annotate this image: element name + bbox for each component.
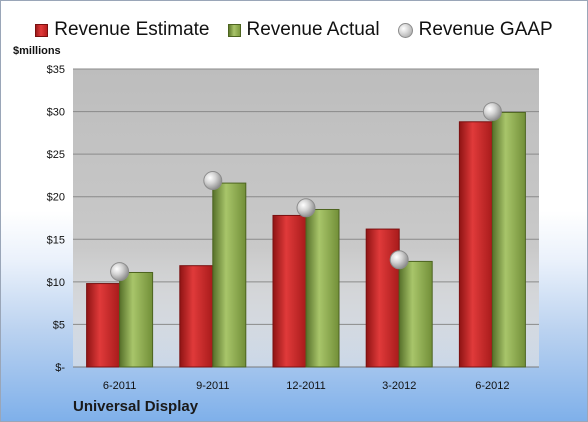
company-name: Universal Display <box>73 398 199 415</box>
legend-item-revenue-gaap: Revenue GAAP <box>397 19 553 41</box>
y-tick-label: $30 <box>47 107 65 119</box>
y-tick-label: $25 <box>47 149 65 161</box>
y-axis-units-label: $millions <box>13 45 61 57</box>
bar-revenue-actual <box>491 111 526 368</box>
point-revenue-gaap <box>203 171 223 191</box>
bar-revenue-actual <box>305 208 340 368</box>
legend-swatch-green <box>227 23 241 37</box>
y-tick-label: $- <box>55 362 65 374</box>
legend-item-revenue-actual: Revenue Actual <box>227 19 380 41</box>
legend-label-revenue-gaap: Revenue GAAP <box>418 19 553 40</box>
x-tick-label: 6-2012 <box>475 380 509 392</box>
point-revenue-gaap <box>389 250 409 270</box>
bar-revenue-estimate <box>272 214 307 368</box>
point-revenue-gaap <box>482 102 502 122</box>
y-tick-label: $35 <box>47 64 65 76</box>
x-tick-label: 3-2012 <box>382 380 416 392</box>
y-tick-label: $5 <box>53 319 65 331</box>
x-tick-label: 12-2011 <box>286 380 326 392</box>
legend-swatch-red <box>35 23 49 37</box>
legend-label-revenue-estimate: Revenue Estimate <box>54 19 210 40</box>
y-tick-label: $15 <box>47 234 65 246</box>
bar-revenue-estimate <box>86 283 121 368</box>
legend-item-revenue-estimate: Revenue Estimate <box>35 19 210 41</box>
y-tick-label: $20 <box>47 192 65 204</box>
bar-revenue-estimate <box>458 121 493 368</box>
x-tick-label: 6-2011 <box>103 380 136 392</box>
y-tick-label: $10 <box>47 277 65 289</box>
x-tick-label: 9-2011 <box>196 380 229 392</box>
bar-revenue-estimate <box>365 228 400 368</box>
bar-revenue-actual <box>119 271 154 368</box>
point-revenue-gaap <box>110 262 130 282</box>
legend: Revenue Estimate Revenue Actual Revenue … <box>1 15 587 45</box>
bar-revenue-actual <box>212 182 247 368</box>
bar-revenue-actual <box>398 260 433 368</box>
legend-label-revenue-actual: Revenue Actual <box>246 19 380 40</box>
legend-swatch-sphere <box>397 22 413 38</box>
bar-revenue-estimate <box>179 265 214 368</box>
point-revenue-gaap <box>296 198 316 218</box>
